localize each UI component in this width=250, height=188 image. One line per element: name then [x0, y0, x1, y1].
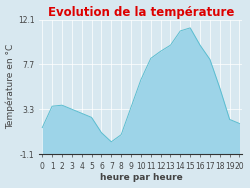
Title: Evolution de la température: Evolution de la température	[48, 6, 234, 19]
X-axis label: heure par heure: heure par heure	[100, 174, 182, 182]
Y-axis label: Température en °C: Température en °C	[6, 44, 15, 130]
